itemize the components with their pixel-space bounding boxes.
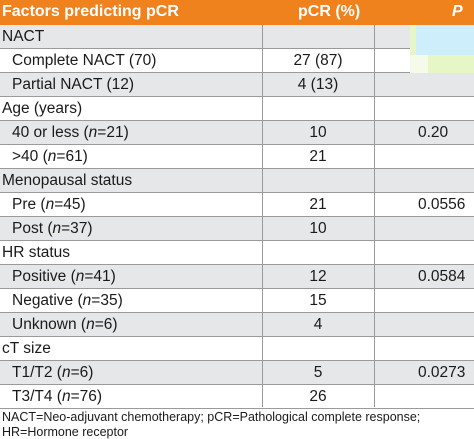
row-label-prefix: Unknown ( — [12, 316, 87, 333]
row-label: >40 (n=61) — [12, 148, 88, 166]
row-label-prefix: Post ( — [12, 220, 53, 237]
row-label-suffix: =37) — [61, 220, 93, 237]
row-label-prefix: 40 or less ( — [12, 124, 89, 141]
table-row: Negative (n=35) 15 — [0, 289, 474, 313]
row-label: 40 or less (n=21) — [12, 124, 129, 142]
row-label: T1/T2 (n=6) — [12, 364, 93, 382]
footnote-line-1: NACT=Neo-adjuvant chemotherapy; pCR=Path… — [2, 410, 421, 424]
row-label-suffix: =6) — [70, 364, 94, 381]
row-label-suffix: =61) — [56, 148, 88, 165]
column-divider-1 — [262, 25, 263, 407]
row-separator — [0, 48, 474, 49]
row-pcr-value: 4 (13) — [297, 76, 339, 93]
row-label-n: n — [88, 124, 98, 141]
table-row: Post (n=37) 10 — [0, 217, 474, 241]
row-label: Negative (n=35) — [12, 292, 123, 310]
table-row: Age (years) — [0, 97, 474, 121]
row-label-suffix: =41) — [84, 268, 116, 285]
row-pcr-value: 15 — [309, 292, 327, 309]
row-pcr-value: 27 (87) — [293, 52, 343, 69]
row-label-suffix: =21) — [97, 124, 129, 141]
row-pcr-value: 21 — [309, 148, 327, 165]
table-row: Positive (n=41) 12 0.0584 — [0, 265, 474, 289]
table-row: HR status — [0, 241, 474, 265]
table-row: Unknown (n=6) 4 — [0, 313, 474, 337]
row-pcr-value: 10 — [309, 220, 327, 237]
row-separator — [0, 408, 474, 409]
row-pcr-value: 12 — [309, 268, 327, 285]
row-separator — [0, 264, 474, 265]
row-separator — [0, 336, 474, 337]
decorative-background-shape — [410, 25, 474, 73]
row-separator — [0, 216, 474, 217]
row-label-suffix: =6) — [94, 316, 118, 333]
row-label-prefix: Positive ( — [12, 268, 76, 285]
table-row: 40 or less (n=21) 10 0.20 — [0, 121, 474, 145]
header-pcr: pCR (%) — [298, 3, 361, 20]
table-row: T1/T2 (n=6) 5 0.0273 — [0, 361, 474, 385]
table-row: >40 (n=61) 21 — [0, 145, 474, 169]
row-label-suffix: =76) — [70, 388, 103, 405]
row-separator — [0, 240, 474, 241]
row-separator — [0, 144, 474, 145]
row-separator — [0, 72, 474, 73]
row-label: Partial NACT (12) — [12, 76, 135, 93]
table-row: Partial NACT (12) 4 (13) — [0, 73, 474, 97]
row-label-prefix: T1/T2 ( — [12, 364, 62, 381]
row-label: T3/T4 (n=76) — [12, 388, 102, 406]
table-row: Pre (n=45) 21 0.0556 — [0, 193, 474, 217]
row-pcr-value: 26 — [309, 388, 327, 405]
row-label: Positive (n=41) — [12, 268, 116, 286]
row-label-suffix: =45) — [54, 196, 86, 213]
row-label-n: n — [61, 364, 71, 381]
row-p-value: 0.20 — [418, 124, 449, 141]
row-label-prefix: >40 ( — [12, 148, 48, 165]
table-row: cT size — [0, 337, 474, 361]
row-label-prefix: Pre ( — [12, 196, 46, 213]
row-label-prefix: Negative ( — [12, 292, 83, 309]
table-row: T3/T4 (n=76) 26 — [0, 385, 474, 409]
table-row: Menopausal status — [0, 169, 474, 193]
row-category-label: Menopausal status — [2, 172, 133, 189]
row-label-n: n — [82, 292, 92, 309]
table-header: Factors predicting pCR pCR (%) P — [0, 0, 474, 25]
row-separator — [0, 96, 474, 97]
row-p-value: 0.0556 — [418, 196, 466, 213]
table-row: NACT — [0, 25, 474, 49]
header-p-value: P — [452, 3, 463, 20]
row-label: Post (n=37) — [12, 220, 93, 238]
footnote-line-2: HR=Hormone receptor — [2, 425, 129, 439]
row-separator — [0, 192, 474, 193]
row-label-n: n — [45, 196, 55, 213]
row-label: Pre (n=45) — [12, 196, 86, 214]
row-p-value: 0.0273 — [418, 364, 466, 381]
row-pcr-value: 10 — [309, 124, 327, 141]
row-pcr-value: 21 — [309, 196, 327, 213]
row-label-n: n — [47, 148, 57, 165]
row-category-label: Age (years) — [2, 100, 83, 117]
row-pcr-value: 4 — [313, 316, 323, 333]
row-pcr-value: 5 — [313, 364, 323, 381]
row-category-label: NACT — [2, 28, 45, 45]
row-label-n: n — [52, 220, 62, 237]
row-separator — [0, 384, 474, 385]
row-label-n: n — [86, 316, 95, 333]
row-p-value: 0.0584 — [418, 268, 466, 285]
row-separator — [0, 168, 474, 169]
row-separator — [0, 120, 474, 121]
column-divider-2 — [374, 25, 375, 407]
row-category-label: cT size — [2, 340, 51, 357]
row-label: Complete NACT (70) — [12, 52, 157, 69]
row-label-n: n — [61, 388, 71, 405]
row-separator — [0, 288, 474, 289]
row-label: Unknown (n=6) — [12, 316, 118, 334]
table-row: Complete NACT (70)27 (87)NS — [0, 49, 474, 73]
row-separator — [0, 360, 474, 361]
header-factors: Factors predicting pCR — [2, 3, 179, 20]
row-label-prefix: T3/T4 ( — [12, 388, 62, 405]
row-label-n: n — [75, 268, 85, 285]
row-category-label: HR status — [2, 244, 71, 261]
row-separator — [0, 312, 474, 313]
row-label-suffix: =35) — [91, 292, 123, 309]
